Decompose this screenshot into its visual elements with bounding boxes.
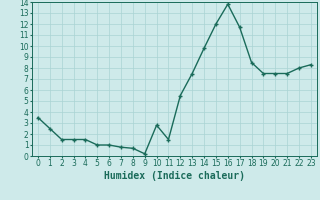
X-axis label: Humidex (Indice chaleur): Humidex (Indice chaleur) [104,171,245,181]
